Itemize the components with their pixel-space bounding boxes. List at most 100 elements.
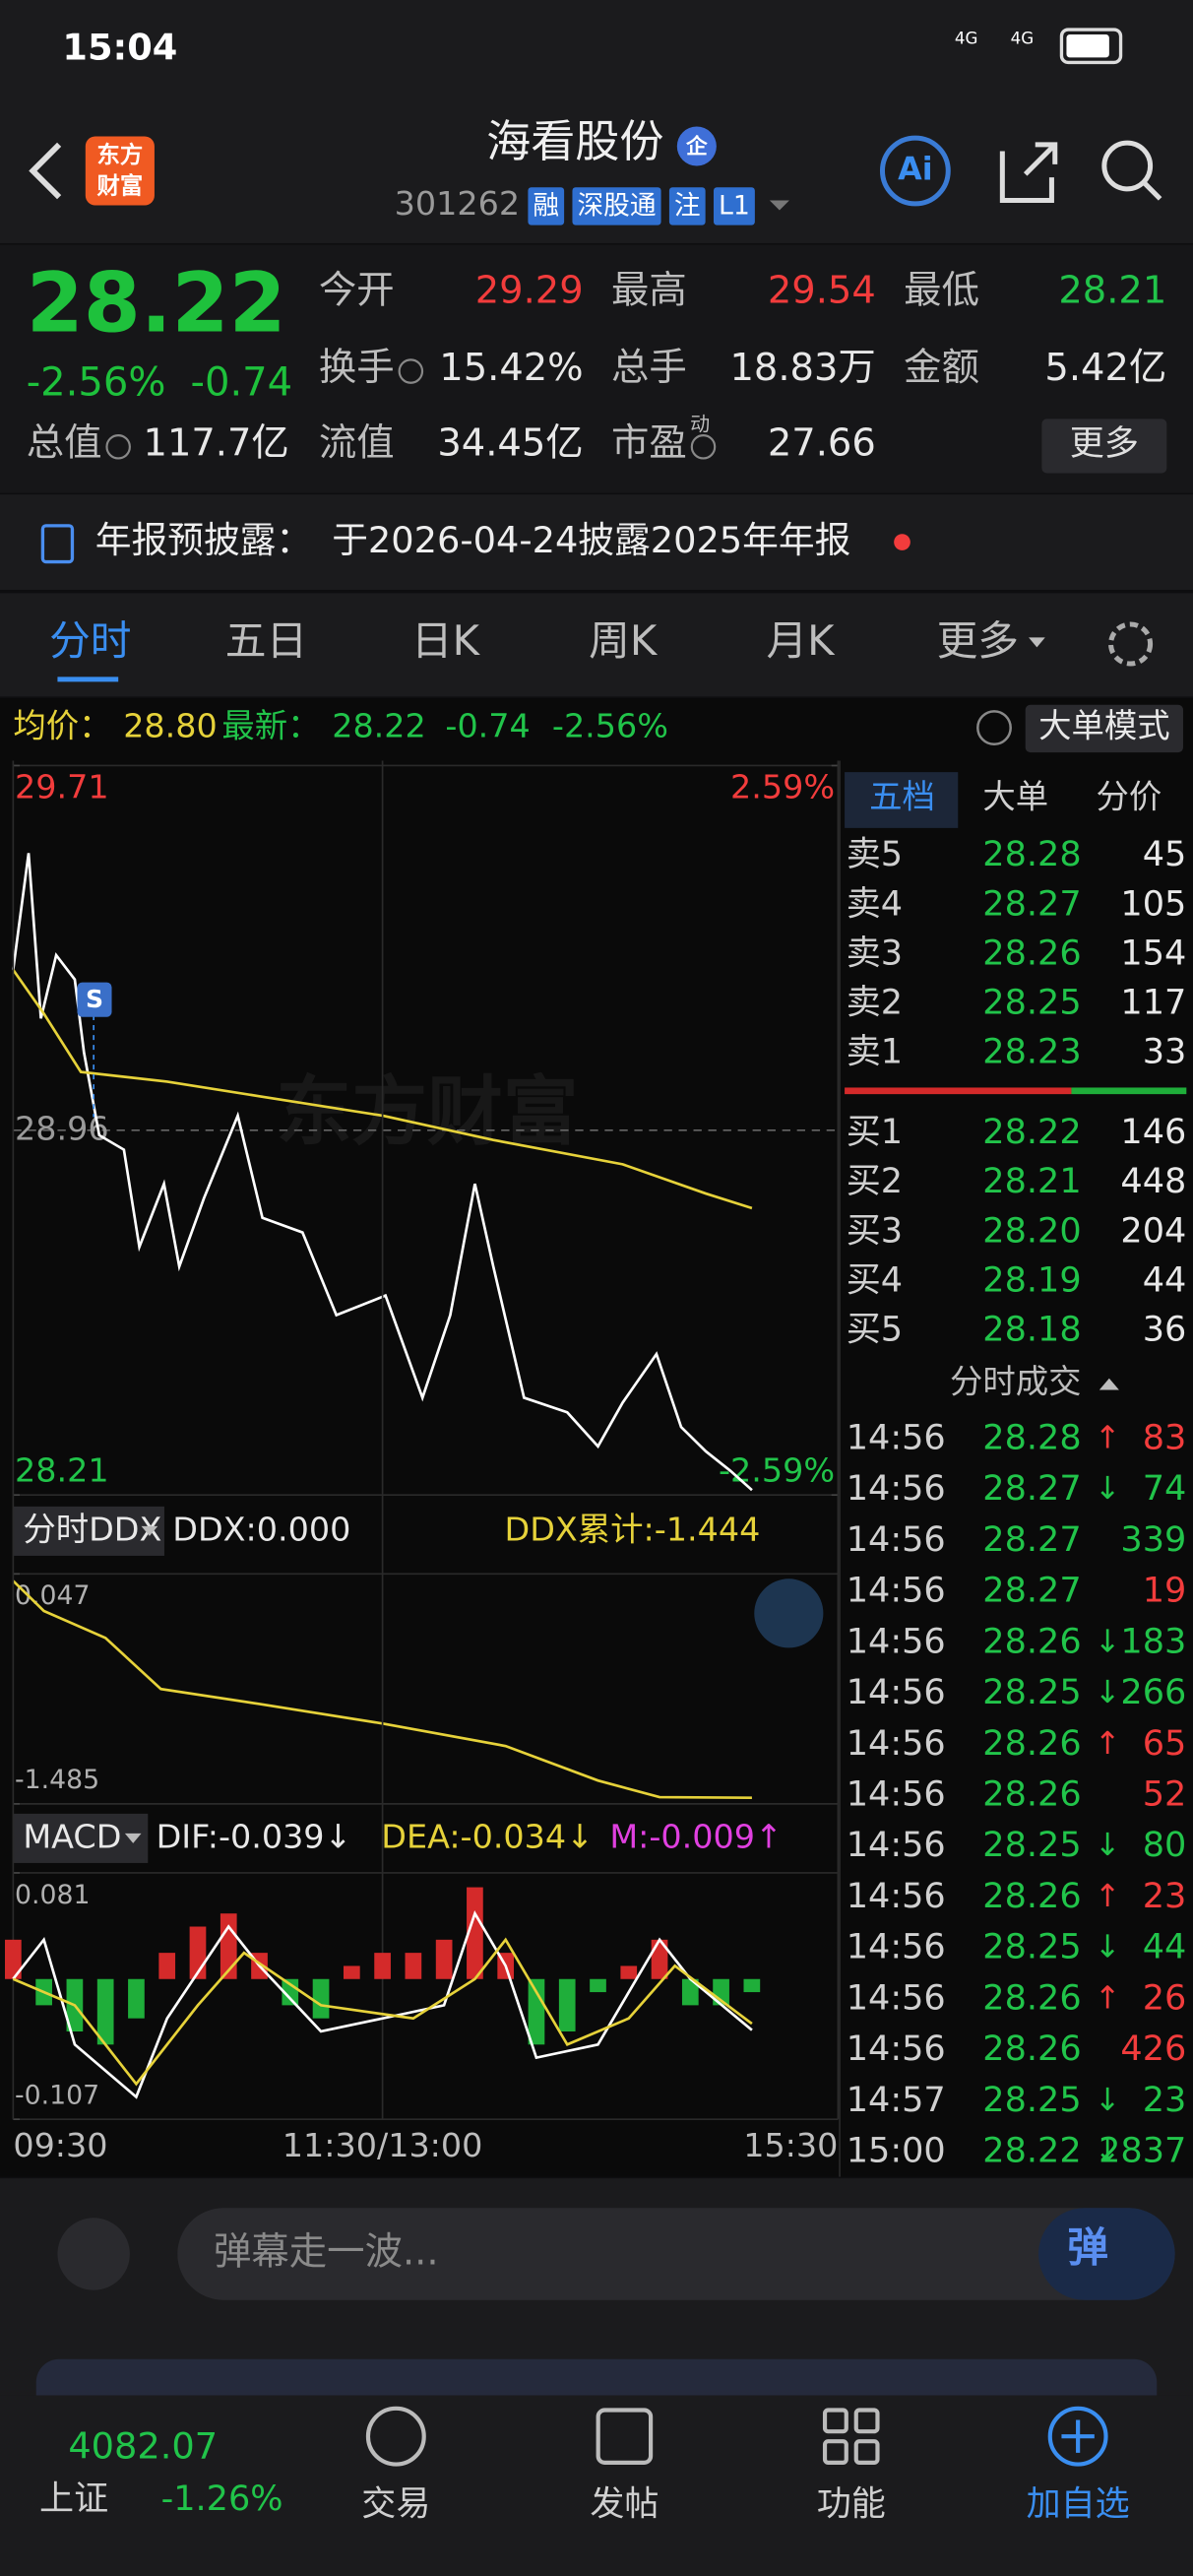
histogram-bar — [374, 1953, 391, 1979]
histogram-bar — [343, 1965, 360, 1979]
series-line — [12, 1937, 753, 2087]
field-value: 27.66 — [768, 421, 876, 466]
trade-volume: 2837 — [1099, 2131, 1186, 2171]
field-value: 28.21 — [1058, 268, 1166, 312]
trade-time: 14:56 — [847, 2029, 946, 2069]
settings-button[interactable] — [1108, 621, 1154, 667]
trade-price: 28.27 — [982, 1571, 1081, 1611]
field-value: 29.29 — [475, 268, 584, 312]
comment-input[interactable] — [177, 2208, 1175, 2300]
series-line — [12, 969, 753, 1210]
book-ratio-ask — [845, 1087, 1072, 1095]
macd-select[interactable] — [13, 1813, 149, 1863]
battery-level — [1066, 34, 1109, 58]
info-icon[interactable] — [398, 358, 424, 384]
x-tick-label: 11:30/13:00 — [283, 2126, 483, 2164]
book-volume: 154 — [1120, 933, 1186, 973]
help-icon[interactable] — [976, 710, 1012, 746]
book-tab[interactable]: 分价 — [1097, 777, 1162, 815]
comment-send[interactable] — [1038, 2208, 1175, 2300]
field-value: 117.7亿 — [144, 421, 289, 466]
status-network: 4G — [1011, 30, 1035, 48]
nav-icon-plus — [1061, 2419, 1095, 2453]
more-button[interactable] — [1041, 419, 1167, 474]
nav-item[interactable]: 交易 — [361, 2483, 430, 2524]
chart-info: 均价： — [13, 707, 111, 745]
book-price: 28.20 — [982, 1210, 1081, 1251]
trade-arrow: ↓ — [1095, 1828, 1121, 1863]
book-volume: 146 — [1120, 1112, 1186, 1152]
panel-header: DDX:0.000 — [172, 1510, 350, 1548]
info-icon[interactable] — [105, 434, 131, 460]
field-label: 今开 — [319, 268, 395, 312]
nav-item[interactable]: 功能 — [817, 2483, 886, 2524]
chart-tab[interactable]: 周K — [589, 616, 659, 665]
ai-button[interactable] — [879, 135, 951, 207]
share-button[interactable] — [999, 142, 1058, 204]
book-volume: 204 — [1120, 1210, 1186, 1251]
trade-arrow: ↓ — [1095, 2134, 1121, 2169]
trade-price: 28.26 — [982, 1723, 1081, 1764]
trade-arrow: ↑ — [1095, 1879, 1121, 1914]
trade-time: 14:56 — [847, 1519, 946, 1560]
book-price: 28.25 — [982, 982, 1081, 1022]
comment-icon[interactable] — [57, 2218, 130, 2290]
search-button[interactable] — [1101, 140, 1154, 192]
logo-text: 东方 — [97, 141, 144, 168]
expand-button[interactable] — [754, 1578, 824, 1648]
panel-header[interactable]: MACD — [23, 1817, 121, 1855]
stock-tag: L1 — [719, 191, 750, 222]
logo-text: 财富 — [97, 172, 144, 200]
trade-price: 28.22 — [982, 2131, 1081, 2171]
back-button[interactable] — [29, 142, 62, 200]
info-icon[interactable] — [690, 434, 717, 460]
histogram-bar — [558, 1978, 576, 2032]
chart-tab[interactable]: 五日 — [225, 616, 307, 665]
badge-bg — [676, 126, 717, 166]
book-tab[interactable]: 大单 — [982, 777, 1048, 815]
nav-item[interactable]: 发帖 — [590, 2483, 659, 2524]
chart-tab[interactable]: 日K — [411, 616, 481, 665]
tabs-bg — [0, 593, 1193, 697]
panel-header[interactable]: 分时DDX — [23, 1510, 161, 1548]
book-price: 28.19 — [982, 1259, 1081, 1300]
chart-tab[interactable]: 更多 — [937, 616, 1019, 665]
histogram-bar — [590, 1978, 606, 1993]
x-tick-label: 09:30 — [13, 2126, 107, 2164]
field-label: 流值 — [319, 421, 395, 466]
chart-tab[interactable]: 分时 — [49, 616, 131, 665]
book-tab[interactable]: 五档 — [869, 777, 935, 815]
mode-button[interactable] — [1025, 704, 1183, 753]
y-tick-label: 28.21 — [15, 1450, 109, 1489]
book-ratio-bid — [1071, 1087, 1187, 1095]
chart-tab[interactable]: 月K — [766, 616, 836, 665]
book-volume: 117 — [1120, 982, 1186, 1022]
nav-icon-func — [853, 2408, 880, 2434]
trade-price: 28.25 — [982, 1672, 1081, 1712]
trade-arrow: ↑ — [1095, 1980, 1121, 2016]
book-price: 28.23 — [982, 1031, 1081, 1071]
trade-arrow: ↑ — [1095, 1420, 1121, 1455]
trade-time: 14:56 — [847, 1571, 946, 1611]
nav-item[interactable]: 加自选 — [1027, 2483, 1130, 2524]
trade-time: 14:56 — [847, 1927, 946, 1967]
histogram-bar — [651, 1939, 668, 1979]
ddx-select[interactable] — [13, 1506, 164, 1556]
book-label: 买2 — [847, 1161, 903, 1201]
trade-time: 14:56 — [847, 1468, 946, 1509]
stock-code: 301262 — [395, 184, 520, 223]
trade-arrow: ↓ — [1095, 2083, 1121, 2118]
chart-info: 最新： — [221, 707, 320, 745]
series-line — [12, 853, 753, 1492]
field-value: 15.42% — [439, 346, 583, 390]
y-tick-label: 29.71 — [15, 767, 109, 805]
histogram-bar — [96, 1978, 114, 2045]
trade-price: 28.25 — [982, 1825, 1081, 1865]
comment-button[interactable]: 弹 — [1067, 2223, 1108, 2272]
annotation-bg — [77, 982, 112, 1017]
book-label: 卖2 — [847, 982, 903, 1022]
more-label[interactable]: 更多 — [1070, 423, 1139, 464]
mode-label[interactable]: 大单模式 — [1038, 707, 1169, 745]
comment-placeholder[interactable]: 弹幕走一波... — [214, 2230, 439, 2275]
